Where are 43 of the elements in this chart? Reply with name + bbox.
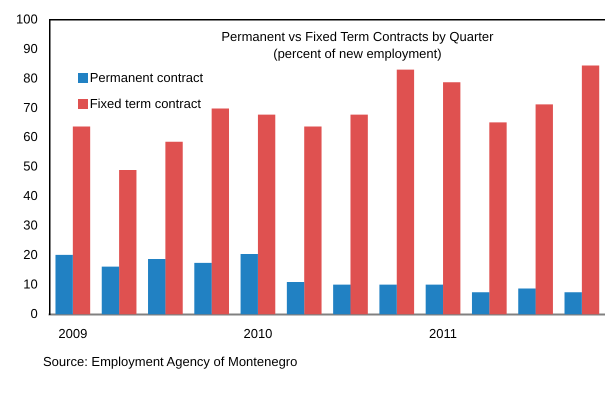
y-tick-label: 20 xyxy=(23,247,38,262)
legend-label: Permanent contract xyxy=(90,70,204,86)
source-note: Source: Employment Agency of Montenegro xyxy=(43,354,298,370)
legend-label: Fixed term contract xyxy=(90,96,201,112)
bar xyxy=(148,259,166,314)
bar xyxy=(165,142,183,314)
y-tick-label: 10 xyxy=(23,276,38,292)
bar xyxy=(396,70,414,314)
bar xyxy=(119,170,136,314)
bar xyxy=(582,65,600,314)
bar xyxy=(379,284,397,314)
bar xyxy=(212,108,230,314)
bar xyxy=(564,292,582,314)
x-tick-label: 2009 xyxy=(58,326,88,341)
x-tick-label: 2010 xyxy=(243,326,272,341)
y-tick-label: 30 xyxy=(23,218,38,233)
bar xyxy=(536,104,553,314)
bar xyxy=(333,284,350,314)
bar xyxy=(426,284,444,314)
bar xyxy=(286,282,304,314)
text: Permanent vs Fixed Term Contracts by Quarter xyxy=(221,28,494,45)
bar xyxy=(443,82,460,314)
bar xyxy=(304,126,322,314)
bar xyxy=(489,122,507,314)
bar xyxy=(240,254,258,314)
y-tick-label: 100 xyxy=(16,11,38,26)
bar xyxy=(518,288,536,314)
text: (percent of new employment) xyxy=(272,44,443,62)
bar xyxy=(102,266,120,314)
y-tick-label: 0 xyxy=(30,306,38,321)
bar xyxy=(350,114,368,314)
y-tick-label: 40 xyxy=(23,188,38,204)
y-tick-label: 60 xyxy=(23,129,38,144)
y-tick-label: 50 xyxy=(23,158,38,174)
bar xyxy=(258,114,276,314)
bar xyxy=(55,254,73,314)
y-tick-label: 70 xyxy=(23,100,38,115)
bar xyxy=(472,292,490,314)
bar xyxy=(72,126,90,314)
bar xyxy=(194,262,212,314)
x-tick-label: 2011 xyxy=(429,326,458,341)
y-tick-label: 80 xyxy=(23,70,38,86)
y-tick-label: 90 xyxy=(23,40,38,56)
